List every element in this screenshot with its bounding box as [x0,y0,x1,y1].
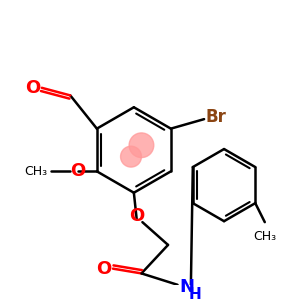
Text: H: H [189,287,202,300]
Text: Br: Br [206,108,227,126]
Text: O: O [70,162,85,180]
Circle shape [129,133,154,158]
Circle shape [121,146,142,167]
Text: CH₃: CH₃ [253,230,276,243]
Text: O: O [96,260,111,278]
Text: CH₃: CH₃ [24,165,47,178]
Text: O: O [129,207,144,225]
Text: O: O [25,79,40,97]
Text: N: N [179,278,194,296]
